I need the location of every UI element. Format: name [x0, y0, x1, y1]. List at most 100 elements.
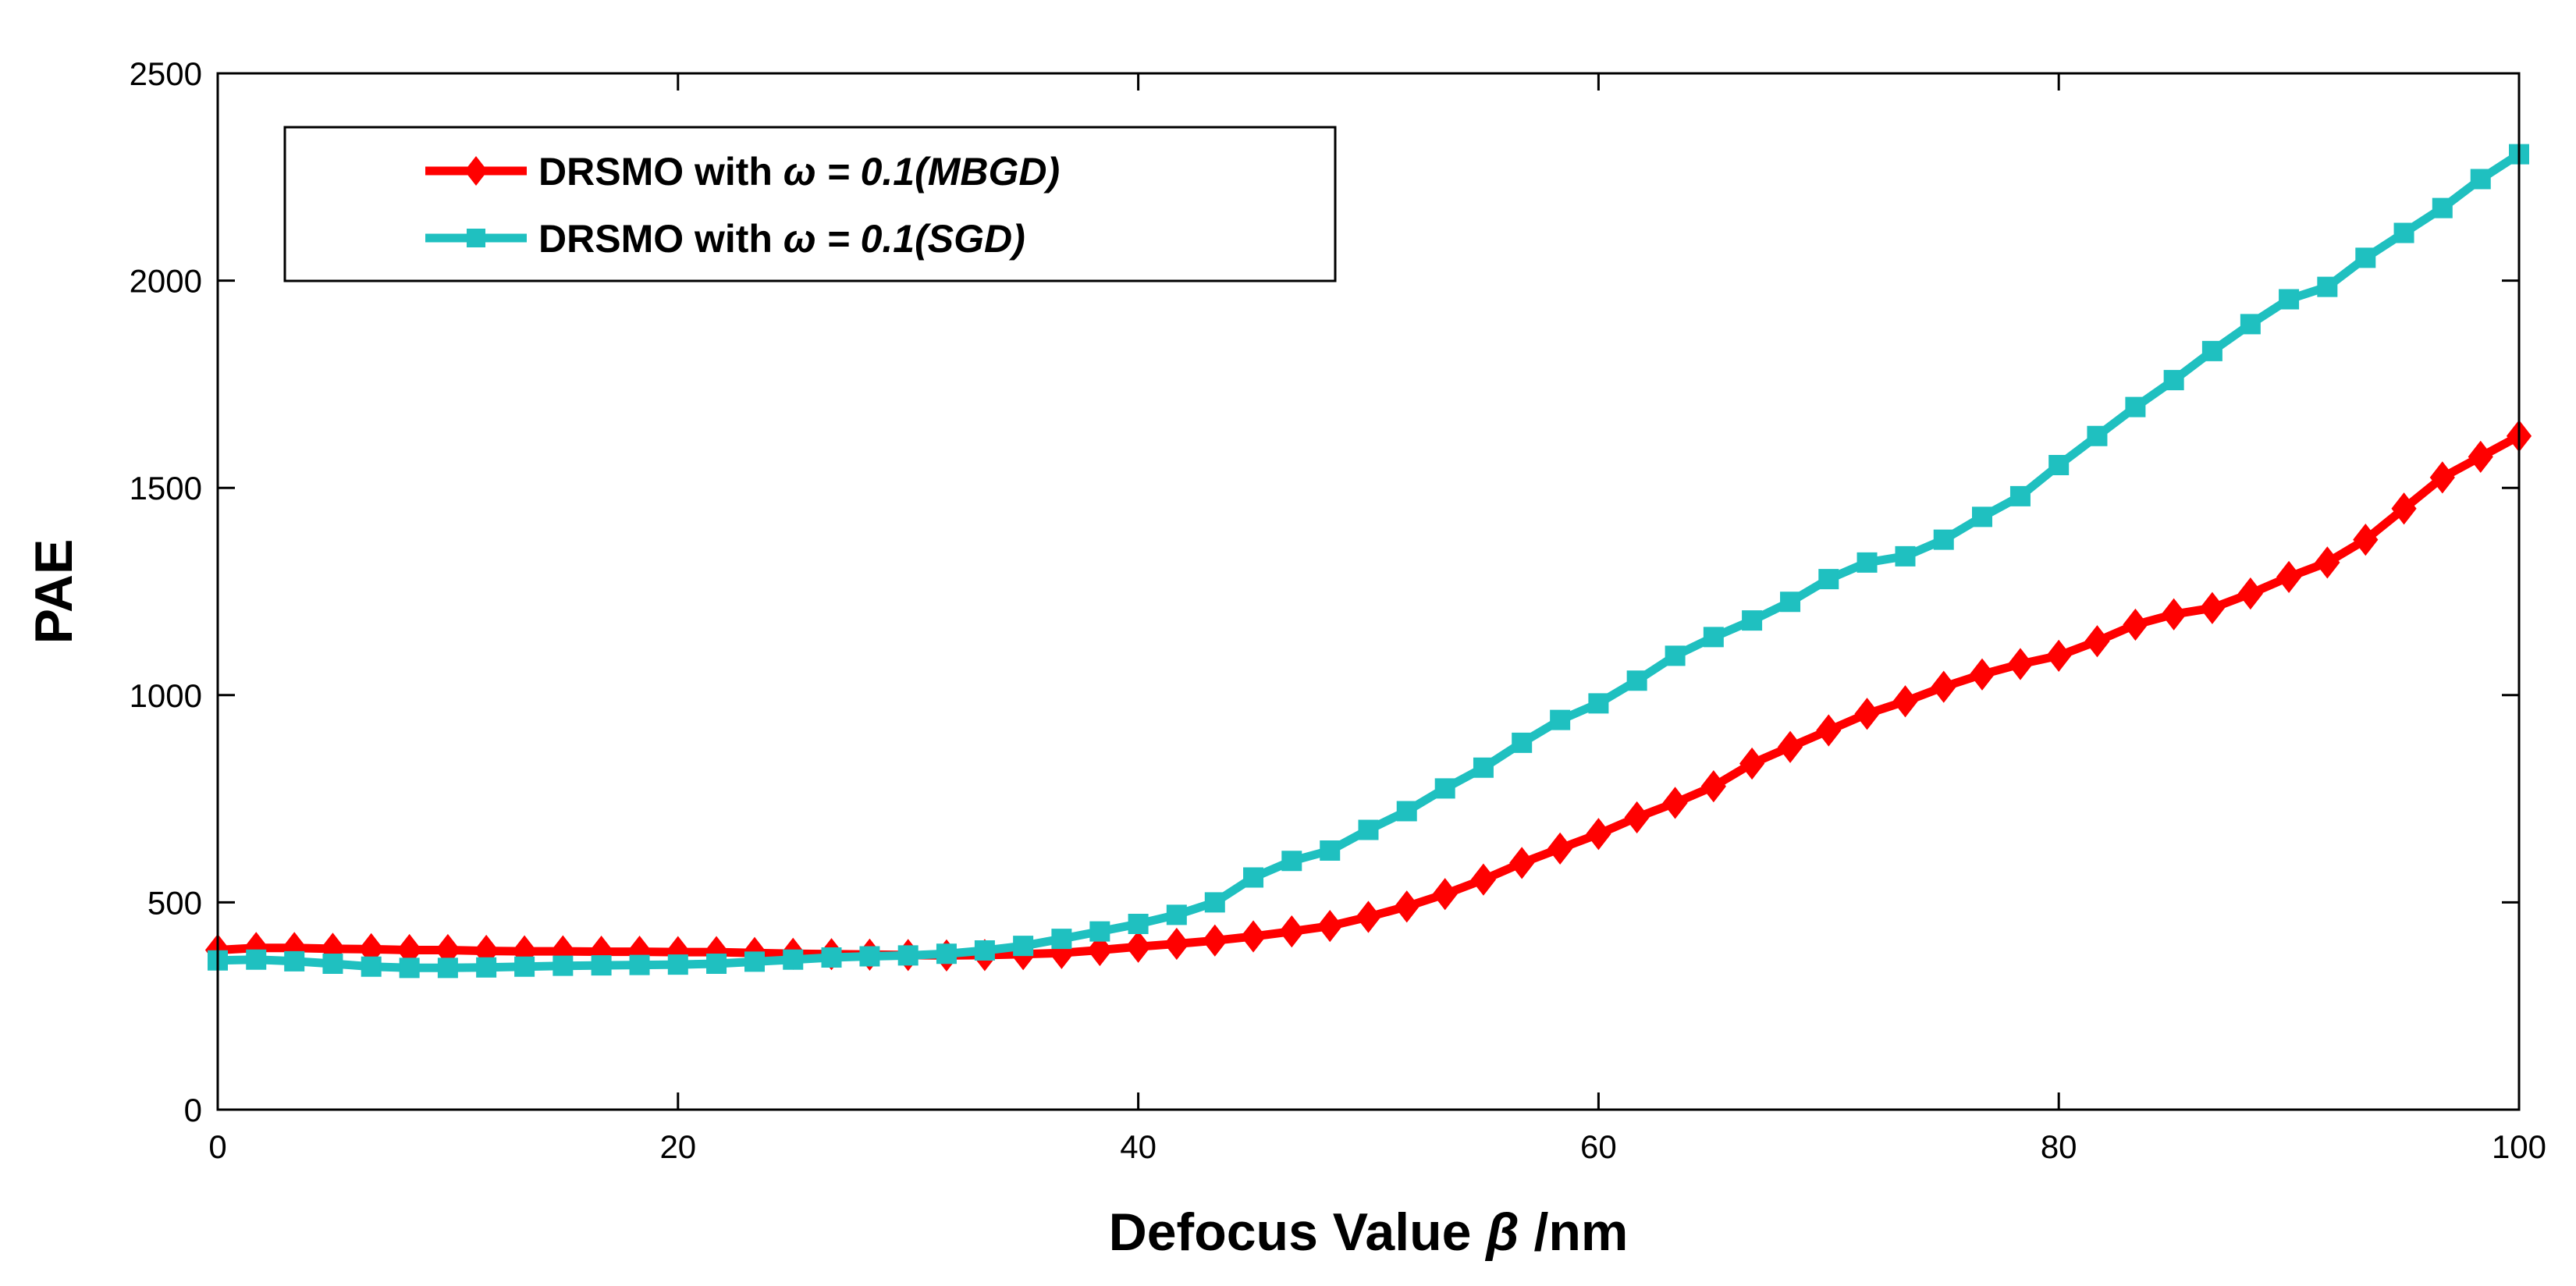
- point-sgd-59: [2470, 169, 2491, 190]
- point-mbgd-23: [1087, 933, 1113, 967]
- point-sgd-22: [1051, 929, 1072, 950]
- point-sgd-13: [706, 954, 727, 975]
- legend-label-mbgd-prefix: DRSMO with: [538, 150, 783, 194]
- point-mbgd-30: [1356, 901, 1381, 933]
- point-mbgd-50: [2123, 608, 2148, 641]
- point-sgd-57: [2393, 222, 2414, 243]
- point-mbgd-56: [2353, 523, 2379, 556]
- point-sgd-5: [399, 957, 420, 979]
- point-mbgd-34: [1509, 847, 1535, 879]
- point-mbgd-42: [1816, 714, 1842, 747]
- point-sgd-9: [553, 955, 574, 976]
- point-sgd-32: [1434, 778, 1455, 799]
- point-sgd-23: [1089, 921, 1110, 942]
- point-sgd-56: [2355, 247, 2376, 268]
- point-sgd-18: [897, 945, 918, 966]
- legend-label-sgd-prefix: DRSMO with: [538, 217, 783, 261]
- point-mbgd-45: [1931, 670, 1956, 703]
- y-axis-label: PAE: [24, 539, 83, 645]
- x-axis-label-symbol: β: [1484, 1203, 1519, 1262]
- point-mbgd-39: [1700, 770, 1726, 803]
- x-tick-label-40: 40: [1120, 1128, 1157, 1165]
- point-mbgd-47: [2007, 648, 2034, 680]
- y-tick-label-2000: 2000: [130, 263, 202, 300]
- point-mbgd-59: [2468, 440, 2493, 473]
- point-sgd-58: [2432, 197, 2453, 218]
- point-sgd-26: [1204, 892, 1225, 913]
- point-sgd-38: [1665, 645, 1686, 666]
- point-sgd-11: [629, 954, 650, 975]
- legend-label-sgd: DRSMO with ω = 0.1(SGD): [538, 217, 1025, 261]
- point-mbgd-29: [1317, 910, 1343, 943]
- point-sgd-51: [2163, 370, 2184, 391]
- point-sgd-50: [2125, 396, 2146, 417]
- y-tick-label-1000: 1000: [130, 677, 202, 714]
- point-mbgd-41: [1777, 730, 1803, 763]
- legend-marker-sgd: [467, 229, 485, 247]
- point-sgd-33: [1473, 757, 1494, 778]
- point-mbgd-55: [2315, 546, 2340, 579]
- point-sgd-25: [1166, 904, 1187, 925]
- point-mbgd-32: [1432, 878, 1458, 911]
- x-axis-label-prefix: Defocus Value: [1109, 1203, 1487, 1262]
- point-mbgd-44: [1892, 685, 1918, 718]
- point-sgd-1: [246, 949, 267, 970]
- point-sgd-15: [783, 949, 804, 970]
- legend-marker-mbgd: [464, 156, 488, 186]
- point-sgd-16: [821, 947, 842, 968]
- y-tick-label-1500: 1500: [130, 470, 202, 506]
- point-sgd-21: [1013, 936, 1034, 957]
- point-sgd-4: [361, 956, 382, 977]
- point-sgd-10: [591, 955, 612, 976]
- legend: DRSMO with ω = 0.1(MBGD) DRSMO with ω = …: [283, 126, 1337, 282]
- legend-entry-mbgd: DRSMO with ω = 0.1(MBGD): [425, 150, 1060, 194]
- point-sgd-17: [859, 946, 880, 967]
- point-sgd-44: [1895, 545, 1916, 567]
- series-mbgd: [204, 420, 2532, 972]
- point-sgd-45: [1933, 529, 1954, 550]
- y-tick-label-500: 500: [147, 884, 202, 921]
- x-tick-label-100: 100: [2492, 1128, 2546, 1165]
- point-mbgd-51: [2161, 598, 2187, 631]
- point-mbgd-26: [1202, 924, 1228, 957]
- point-sgd-42: [1818, 569, 1839, 590]
- point-sgd-39: [1703, 627, 1724, 648]
- point-mbgd-54: [2276, 560, 2302, 594]
- point-sgd-30: [1358, 819, 1379, 840]
- point-mbgd-27: [1240, 920, 1267, 953]
- point-sgd-34: [1512, 732, 1533, 753]
- legend-label-mbgd-math: ω = 0.1(MBGD): [783, 150, 1060, 194]
- y-tick-label-0: 0: [184, 1092, 202, 1128]
- point-sgd-28: [1281, 851, 1302, 872]
- legend-label-mbgd: DRSMO with ω = 0.1(MBGD): [538, 150, 1060, 194]
- point-mbgd-28: [1279, 915, 1305, 948]
- point-sgd-55: [2317, 276, 2338, 297]
- point-mbgd-38: [1662, 787, 1688, 819]
- plot-frame: [216, 72, 2521, 1111]
- point-sgd-8: [514, 956, 535, 977]
- point-mbgd-53: [2237, 577, 2263, 610]
- point-sgd-41: [1780, 591, 1801, 613]
- series-layer: [204, 144, 2532, 979]
- point-sgd-43: [1856, 552, 1878, 573]
- point-sgd-19: [936, 943, 957, 964]
- point-sgd-47: [2009, 485, 2031, 506]
- legend-label-sgd-math: ω = 0.1(SGD): [783, 217, 1025, 261]
- x-tick-label-60: 60: [1580, 1128, 1617, 1165]
- y-tick-label-2500: 2500: [130, 55, 202, 92]
- point-sgd-14: [744, 951, 766, 972]
- x-tick-label-80: 80: [2041, 1128, 2077, 1165]
- point-sgd-3: [322, 954, 343, 975]
- point-mbgd-43: [1854, 698, 1880, 730]
- axis-ticks: [216, 72, 2521, 1111]
- x-axis-label-suffix: /nm: [1519, 1203, 1629, 1262]
- point-sgd-52: [2201, 340, 2222, 361]
- x-axis-label: Defocus Value β /nm: [1109, 1203, 1629, 1262]
- point-sgd-12: [667, 954, 688, 975]
- point-mbgd-33: [1470, 863, 1497, 896]
- point-sgd-53: [2240, 314, 2261, 335]
- point-sgd-37: [1626, 670, 1647, 691]
- point-sgd-48: [2048, 454, 2070, 475]
- point-sgd-31: [1396, 801, 1417, 822]
